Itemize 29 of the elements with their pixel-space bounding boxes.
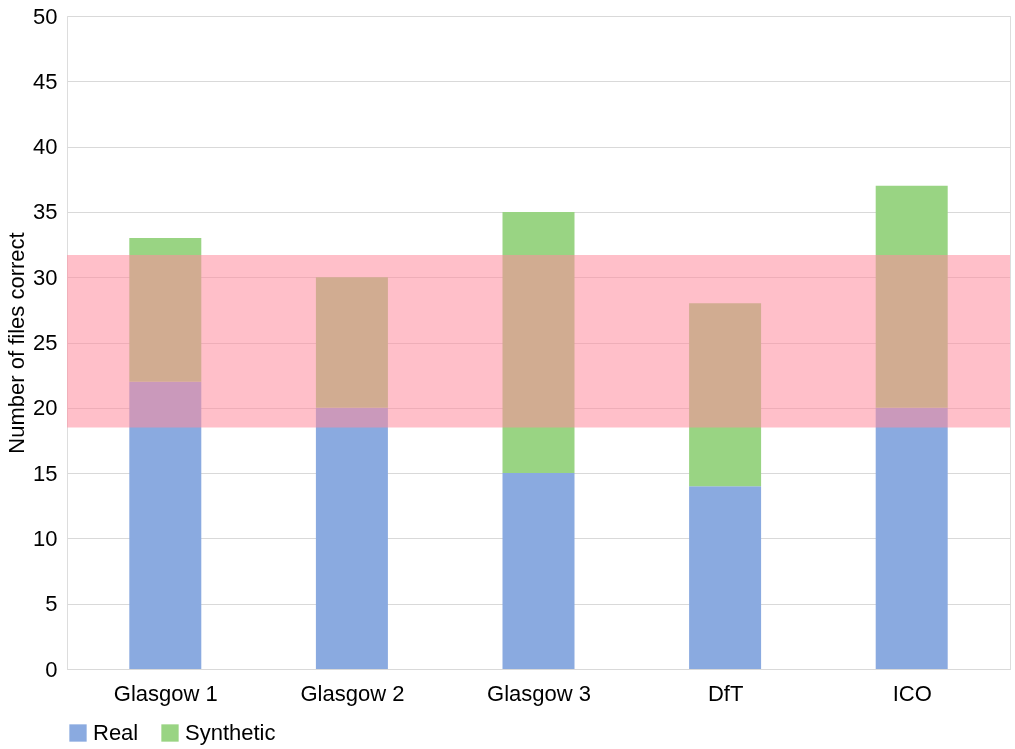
bar — [689, 303, 762, 487]
x-tick-label: DfT — [707, 680, 744, 706]
x-tick-label: Glasgow 2 — [300, 680, 405, 706]
y-tick-label: 0 — [45, 656, 58, 682]
y-tick-label: 35 — [33, 199, 58, 225]
x-tick-label: ICO — [892, 680, 932, 706]
x-tick-label: Glasgow 3 — [487, 680, 591, 706]
legend-label: Synthetic — [185, 720, 276, 745]
bar — [129, 381, 202, 669]
y-tick-label: 25 — [33, 330, 58, 355]
legend-label: Real — [93, 720, 139, 745]
bar — [689, 486, 762, 669]
bar — [502, 211, 575, 474]
bar — [129, 238, 202, 382]
y-tick-label: 15 — [33, 460, 58, 486]
y-tick-label: 30 — [33, 264, 58, 290]
bar — [875, 407, 948, 669]
y-tick-label: 45 — [33, 68, 58, 94]
y-tick-label: 10 — [33, 525, 58, 551]
bar — [875, 185, 948, 408]
y-tick-label: 40 — [33, 134, 58, 160]
bar — [315, 277, 388, 408]
y-axis-title: Number of files correct — [4, 232, 30, 454]
y-tick-label: 20 — [33, 395, 58, 421]
y-tick-label: 5 — [45, 591, 58, 617]
y-tick-label: 50 — [33, 3, 58, 29]
bar — [315, 407, 388, 669]
x-tick-label: Glasgow 1 — [113, 680, 218, 706]
bar — [502, 473, 575, 669]
